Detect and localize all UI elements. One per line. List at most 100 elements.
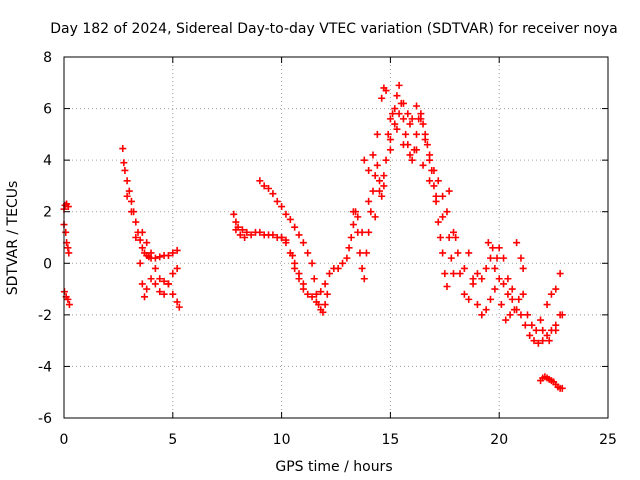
data-point xyxy=(419,120,427,128)
data-point xyxy=(278,234,286,241)
data-point xyxy=(495,244,503,252)
x-tick-label: 0 xyxy=(60,432,69,448)
data-point xyxy=(426,177,434,185)
data-point xyxy=(460,264,468,272)
data-point xyxy=(447,254,455,262)
data-point xyxy=(552,326,560,334)
x-tick-label: 20 xyxy=(490,432,508,448)
data-point xyxy=(469,275,477,283)
data-point xyxy=(256,228,264,236)
data-point xyxy=(367,208,375,216)
data-point xyxy=(519,290,527,298)
data-point xyxy=(371,172,379,180)
data-point xyxy=(339,259,347,267)
data-point xyxy=(232,218,240,226)
data-point xyxy=(369,151,377,159)
data-point xyxy=(173,264,181,272)
data-point xyxy=(360,156,368,164)
data-point xyxy=(369,187,377,195)
data-point xyxy=(508,295,516,303)
data-point xyxy=(386,146,394,154)
data-point xyxy=(491,285,499,293)
data-point xyxy=(156,275,164,283)
data-point xyxy=(119,145,127,153)
y-tick-label: -4 xyxy=(38,359,52,375)
data-point xyxy=(547,290,555,298)
data-point xyxy=(243,228,251,236)
data-point xyxy=(539,326,547,334)
data-point xyxy=(413,146,421,154)
data-point xyxy=(127,197,135,205)
data-point xyxy=(164,252,172,260)
data-point xyxy=(132,234,140,241)
data-point xyxy=(539,337,547,345)
data-point xyxy=(406,151,414,159)
data-point xyxy=(291,223,299,231)
data-point xyxy=(278,203,286,211)
data-point xyxy=(65,301,73,309)
data-point xyxy=(495,275,503,283)
data-point xyxy=(241,234,249,241)
data-point xyxy=(502,316,510,324)
data-point xyxy=(151,264,159,272)
data-point xyxy=(138,280,146,288)
data-point xyxy=(64,203,72,211)
data-point xyxy=(558,311,566,319)
data-point xyxy=(358,228,366,236)
data-point xyxy=(395,110,403,118)
data-point xyxy=(371,213,379,221)
data-point xyxy=(291,259,299,267)
data-point xyxy=(521,321,529,329)
data-point xyxy=(526,331,534,339)
data-point xyxy=(395,81,403,89)
y-tick-label: 6 xyxy=(43,102,52,118)
data-point xyxy=(382,87,390,95)
y-tick-label: 8 xyxy=(43,50,52,66)
data-point xyxy=(319,308,327,316)
data-point xyxy=(543,301,551,309)
data-point xyxy=(486,254,494,262)
data-point xyxy=(399,99,407,107)
data-point xyxy=(436,234,444,241)
data-point xyxy=(417,115,425,123)
data-point xyxy=(286,215,294,223)
data-point xyxy=(393,125,401,133)
data-point xyxy=(334,264,342,272)
data-point xyxy=(413,130,421,138)
data-point xyxy=(513,239,521,247)
data-point xyxy=(491,264,499,272)
data-point xyxy=(136,259,144,267)
series-segment-3 xyxy=(230,177,360,316)
data-point xyxy=(175,303,183,311)
data-point xyxy=(356,249,364,257)
data-point xyxy=(386,115,394,123)
data-point xyxy=(286,249,294,257)
data-point xyxy=(247,231,255,239)
data-point xyxy=(151,280,159,288)
plot-frame xyxy=(63,56,609,419)
x-tick-label: 15 xyxy=(381,432,399,448)
data-point xyxy=(519,264,527,272)
data-point xyxy=(456,270,464,278)
x-tick-label: 10 xyxy=(273,432,291,448)
data-point xyxy=(312,298,320,306)
data-point xyxy=(151,254,159,262)
data-point xyxy=(260,182,268,190)
data-point xyxy=(545,337,553,345)
data-point xyxy=(238,226,246,234)
data-point xyxy=(478,275,486,283)
series-segment-2 xyxy=(119,145,183,311)
data-point xyxy=(517,254,525,262)
data-point xyxy=(413,102,421,110)
data-point xyxy=(430,182,438,190)
data-point xyxy=(365,197,373,205)
data-point xyxy=(125,187,133,195)
series-segment-6 xyxy=(537,373,566,392)
data-point xyxy=(136,236,144,244)
y-tick-label: 0 xyxy=(43,256,52,272)
data-point xyxy=(295,231,303,239)
data-point xyxy=(349,221,357,229)
data-point xyxy=(380,182,388,190)
data-point xyxy=(552,285,560,293)
